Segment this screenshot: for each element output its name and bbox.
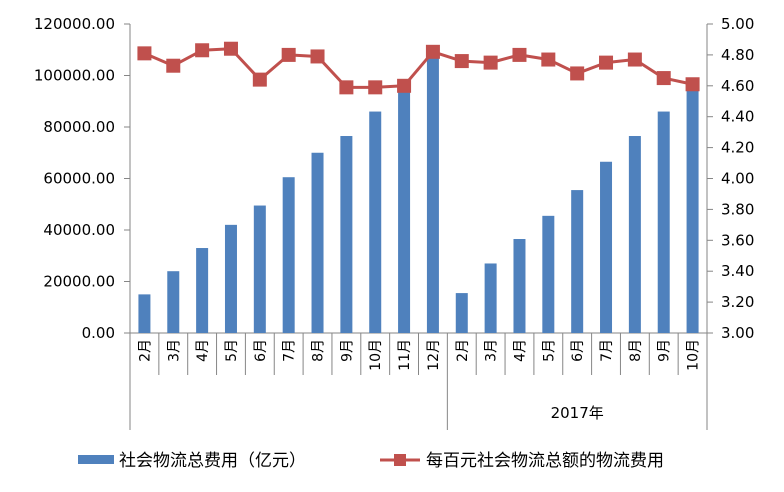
bar-series <box>138 57 699 333</box>
x-category-label: 10月 <box>368 339 384 371</box>
bar <box>484 263 497 333</box>
y-right-tick-label: 3.00 <box>721 324 754 342</box>
bar <box>600 161 613 333</box>
y-left-tick-label: 60000.00 <box>43 170 115 188</box>
legend-swatch-bar <box>78 455 114 464</box>
y-left-tick-label: 0.00 <box>82 324 115 342</box>
x-category-label: 12月 <box>426 339 442 371</box>
y-right-tick-label: 3.80 <box>721 200 754 218</box>
x-category-label: 8月 <box>628 339 644 362</box>
x-category-label: 9月 <box>339 339 355 362</box>
line-marker <box>195 43 210 58</box>
legend-label-line: 每百元社会物流总额的物流费用 <box>426 451 664 471</box>
line-marker <box>627 52 642 67</box>
line-marker <box>425 44 440 59</box>
x-category-label: 2月 <box>455 339 471 362</box>
x-category-label: 11月 <box>397 339 413 371</box>
x-category-label: 7月 <box>282 339 298 362</box>
bar <box>542 215 555 333</box>
bar <box>513 239 526 333</box>
bar <box>340 136 353 333</box>
x-category-label: 4月 <box>512 339 528 362</box>
legend-label-bar: 社会物流总费用（亿元） <box>119 451 306 471</box>
bar <box>167 271 180 333</box>
bar <box>628 136 641 333</box>
line-marker <box>483 55 498 70</box>
line-marker <box>685 77 700 92</box>
x-category-label: 9月 <box>657 339 673 362</box>
bar <box>311 152 324 333</box>
line-marker <box>397 78 412 93</box>
line-marker <box>454 54 469 69</box>
y-right-tick-label: 4.00 <box>721 170 754 188</box>
x-category-label: 3月 <box>484 339 500 362</box>
bar <box>398 83 411 333</box>
line-marker <box>541 52 556 67</box>
x-category-label: 6月 <box>570 339 586 362</box>
legend: 社会物流总费用（亿元） 每百元社会物流总额的物流费用 <box>78 451 664 471</box>
axes <box>124 23 713 430</box>
line-marker <box>570 66 585 81</box>
line-marker <box>656 71 671 86</box>
line-marker <box>339 80 354 95</box>
legend-swatch-marker <box>394 454 406 466</box>
line-marker <box>281 47 296 62</box>
x-category-label: 5月 <box>224 339 240 362</box>
line-marker <box>368 80 383 95</box>
bar <box>282 177 295 333</box>
line-marker <box>310 49 325 64</box>
y-right-tick-label: 3.60 <box>721 231 754 249</box>
bar <box>369 111 382 333</box>
x-category-label: 5月 <box>541 339 557 362</box>
line-marker <box>223 41 238 56</box>
line-marker <box>166 58 181 73</box>
y-right-tick-label: 4.40 <box>721 108 754 126</box>
x-category-label: 4月 <box>195 339 211 362</box>
bar <box>686 83 699 333</box>
bar <box>455 293 468 333</box>
bar <box>571 190 584 333</box>
line-marker <box>137 46 152 61</box>
x-category-label: 10月 <box>686 339 702 371</box>
bar <box>196 248 209 333</box>
group-label: 2017年 <box>551 404 604 422</box>
bar <box>426 57 439 333</box>
line-series <box>137 41 700 95</box>
bar <box>138 294 151 333</box>
x-category-label: 2月 <box>137 339 153 362</box>
y-right-tick-label: 4.60 <box>721 77 754 95</box>
y-left-tick-label: 80000.00 <box>43 118 115 136</box>
y-right-tick-label: 4.80 <box>721 46 754 64</box>
y-left-tick-label: 40000.00 <box>43 221 115 239</box>
bar <box>657 111 670 333</box>
bar <box>224 224 237 333</box>
y-left-tick-label: 20000.00 <box>43 273 115 291</box>
x-category-label: 6月 <box>253 339 269 362</box>
line-marker <box>512 47 527 62</box>
line-marker <box>252 72 267 87</box>
line-marker <box>599 55 614 70</box>
x-category-label: 3月 <box>166 339 182 362</box>
y-right-tick-label: 4.20 <box>721 139 754 157</box>
y-right-tick-label: 3.20 <box>721 293 754 311</box>
y-right-tick-label: 5.00 <box>721 15 754 33</box>
y-right-tick-label: 3.40 <box>721 262 754 280</box>
y-left-tick-label: 120000.00 <box>34 15 115 33</box>
y-left-tick-label: 100000.00 <box>34 67 115 85</box>
x-category-label: 8月 <box>311 339 327 362</box>
x-category-label: 7月 <box>599 339 615 362</box>
tick-labels: 0.00 20000.00 40000.00 60000.00 80000.00 1000… <box>34 15 755 422</box>
bar <box>253 205 266 333</box>
